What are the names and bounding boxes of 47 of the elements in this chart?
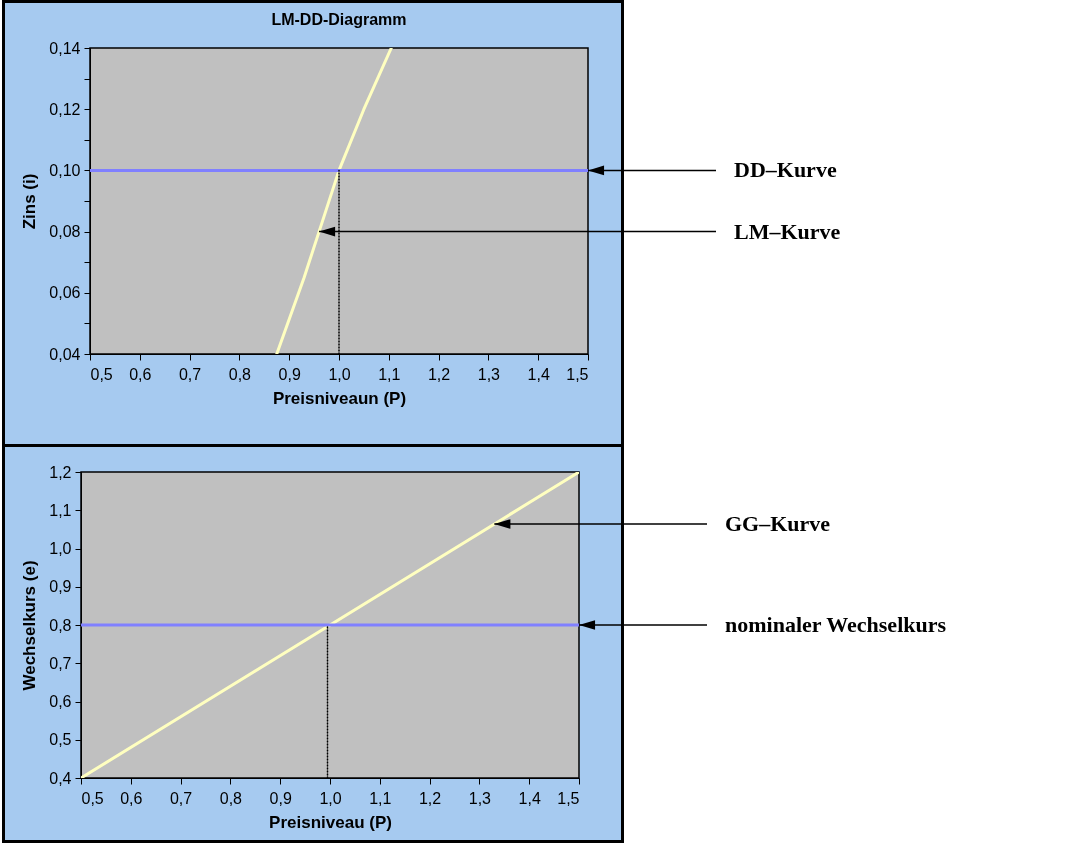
x-tick-label: 0,8 [219,789,243,807]
x-tick-label: 1,3 [468,789,492,807]
y-tick-label: 0,9 [49,578,72,596]
x-tick-label: 1,5 [557,789,580,807]
x-tick-label: 0,7 [169,789,193,807]
x-tick-label: 1,1 [378,365,401,383]
chart-title: LM-DD-Diagramm [271,11,407,28]
y-tick-label: 0,14 [49,39,81,57]
y-axis-title: Zins (i) [20,173,40,230]
x-axis-title: Preisniveaun (P) [272,388,407,408]
y-tick-label: 0,8 [49,616,72,634]
y-tick-label: 0,12 [49,100,81,118]
annotation: nominaler Wechselkurs [725,612,947,637]
x-tick-label: 0,9 [278,365,301,383]
y-tick-label: 1,2 [49,463,72,481]
y-tick-label: 0,08 [49,223,81,241]
x-tick-label: 0,7 [178,365,202,383]
x-tick-label: 1,2 [418,789,442,807]
y-axis-title: Wechselkurs (e) [20,560,40,691]
x-tick-label: 0,8 [228,365,252,383]
x-tick-label: 0,9 [269,789,292,807]
x-tick-label: 0,6 [120,789,143,807]
x-tick-label: 1,0 [319,789,342,807]
x-tick-label: 1,2 [427,365,451,383]
y-tick-label: 1,0 [49,540,72,557]
x-axis-title: Preisniveau (P) [269,812,392,832]
x-tick-label: 1,1 [369,789,392,807]
x-tick-label: 1,5 [566,365,589,383]
y-tick-label: 0,4 [49,769,72,787]
x-tick-label: 0,5 [81,789,104,807]
annotation: DD–Kurve [734,157,837,183]
annotation: LM–Kurve [734,218,841,244]
x-tick-label: 0,5 [90,365,113,383]
y-tick-label: 0,06 [49,284,81,302]
y-tick-label: 1,1 [49,501,72,519]
x-tick-label: 1,4 [518,789,541,807]
line-series [275,48,393,354]
annotation: GG–Kurve [725,511,831,537]
x-tick-label: 1,0 [328,365,351,383]
y-tick-label: 0,5 [49,731,72,749]
x-tick-label: 0,6 [129,365,152,383]
y-tick-label: 0,6 [49,693,72,710]
y-tick-label: 0,10 [49,161,81,179]
y-tick-label: 0,7 [49,654,72,672]
x-tick-label: 1,4 [527,365,550,383]
x-tick-label: 1,3 [477,365,501,383]
y-tick-label: 0,04 [49,345,81,363]
